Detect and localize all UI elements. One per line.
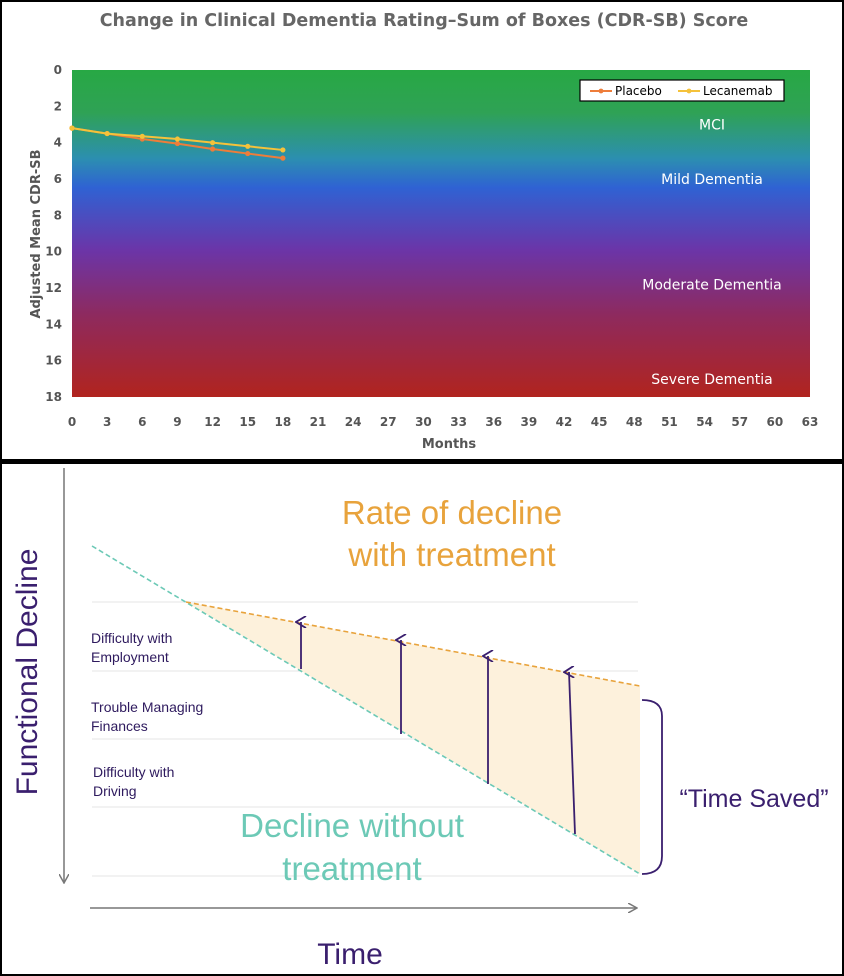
level-employment-line1: Difficulty with [91,630,172,646]
data-point-placebo [174,140,181,147]
x-axis-ticks: 0 3 6 9 12 15 18 21 24 27 30 33 36 39 42 45 48 51 54 57 60 63 [68,415,819,429]
x-tick-label: 48 [626,415,643,429]
time-axis-label: Time [317,938,383,971]
x-tick-label: 60 [767,415,784,429]
level-finances-line1: Trouble Managing [91,699,203,715]
data-point-lecanemab [104,130,110,137]
x-tick-label: 30 [415,415,432,429]
x-tick-label: 18 [275,415,292,429]
y-tick-label: 4 [54,136,62,150]
treatment-label-line1: Rate of decline [342,494,562,531]
data-point-placebo [280,155,286,161]
untreated-label-line1: Decline without [240,807,464,844]
level-driving-line1: Difficulty with [93,764,174,780]
level-employment-line2: Employment [91,649,169,665]
zone-label: Mild Dementia [661,172,763,188]
severity-zone-labels: MCI Mild Dementia Moderate Dementia Severe … [642,118,782,388]
y-tick-label: 8 [54,208,62,222]
data-point-lecanemab [174,136,181,142]
cdr-sb-chart-panel: Change in Clinical Dementia Rating–Sum o… [2,2,842,459]
x-tick-label: 3 [103,415,111,429]
x-tick-label: 63 [802,415,819,429]
treatment-label-line2: with treatment [347,536,555,573]
legend-lecanemab: Lecanemab [703,84,772,98]
zone-label: Moderate Dementia [642,277,782,293]
data-point-lecanemab [280,147,286,153]
severity-gradient [72,70,810,397]
data-point-lecanemab [245,143,251,149]
x-tick-label: 42 [556,415,573,429]
benefit-arrows [301,622,576,835]
legend: Placebo Lecanemab [579,79,785,102]
x-tick-label: 15 [239,415,256,429]
x-tick-label: 57 [731,415,748,429]
x-tick-label: 45 [591,415,608,429]
x-tick-label: 27 [380,415,397,429]
x-tick-label: 21 [310,415,327,429]
y-tick-label: 14 [45,317,62,331]
time-saved-diagram: Difficulty with Employment Trouble Manag… [11,468,829,971]
y-tick-label: 0 [54,63,62,77]
cdr-sb-chart: Change in Clinical Dementia Rating–Sum o… [29,11,819,452]
level-driving-line2: Driving [93,783,137,799]
untreated-label-line2: treatment [282,850,421,887]
y-tick-label: 12 [45,281,62,295]
data-series [69,125,286,161]
y-tick-label: 6 [54,172,62,186]
time-saved-diagram-panel: Difficulty with Employment Trouble Manag… [2,464,842,974]
x-axis-label: Months [422,437,477,452]
data-point-lecanemab [139,133,145,139]
zone-label: Severe Dementia [651,372,772,388]
untreated-decline-line [91,545,641,875]
x-tick-label: 54 [696,415,713,429]
data-point-placebo [245,150,251,157]
y-axis-label: Adjusted Mean CDR-SB [29,150,44,319]
time-saved-bracket [641,699,663,875]
x-tick-label: 36 [485,415,502,429]
x-tick-label: 39 [521,415,538,429]
data-point-lecanemab [209,140,216,146]
x-tick-label: 6 [138,415,146,429]
y-tick-label: 2 [54,99,62,113]
data-point-lecanemab [69,125,75,131]
y-tick-label: 16 [45,354,62,368]
x-tick-label: 51 [661,415,678,429]
y-tick-label: 18 [45,390,62,404]
y-tick-label: 10 [45,245,62,259]
time-saved-label: “Time Saved” [679,785,828,813]
decline-axis-label: Functional Decline [11,549,44,796]
data-point-placebo [209,146,216,152]
legend-placebo: Placebo [615,84,662,98]
chart-title: Change in Clinical Dementia Rating–Sum o… [100,11,749,31]
x-tick-label: 9 [173,415,181,429]
y-axis-ticks: 0 2 4 6 8 10 12 14 16 18 [45,63,62,404]
x-tick-label: 12 [204,415,221,429]
level-finances-line2: Finances [91,718,148,734]
zone-label: MCI [699,118,725,134]
x-tick-label: 0 [68,415,76,429]
x-tick-label: 24 [345,415,362,429]
x-tick-label: 33 [450,415,467,429]
